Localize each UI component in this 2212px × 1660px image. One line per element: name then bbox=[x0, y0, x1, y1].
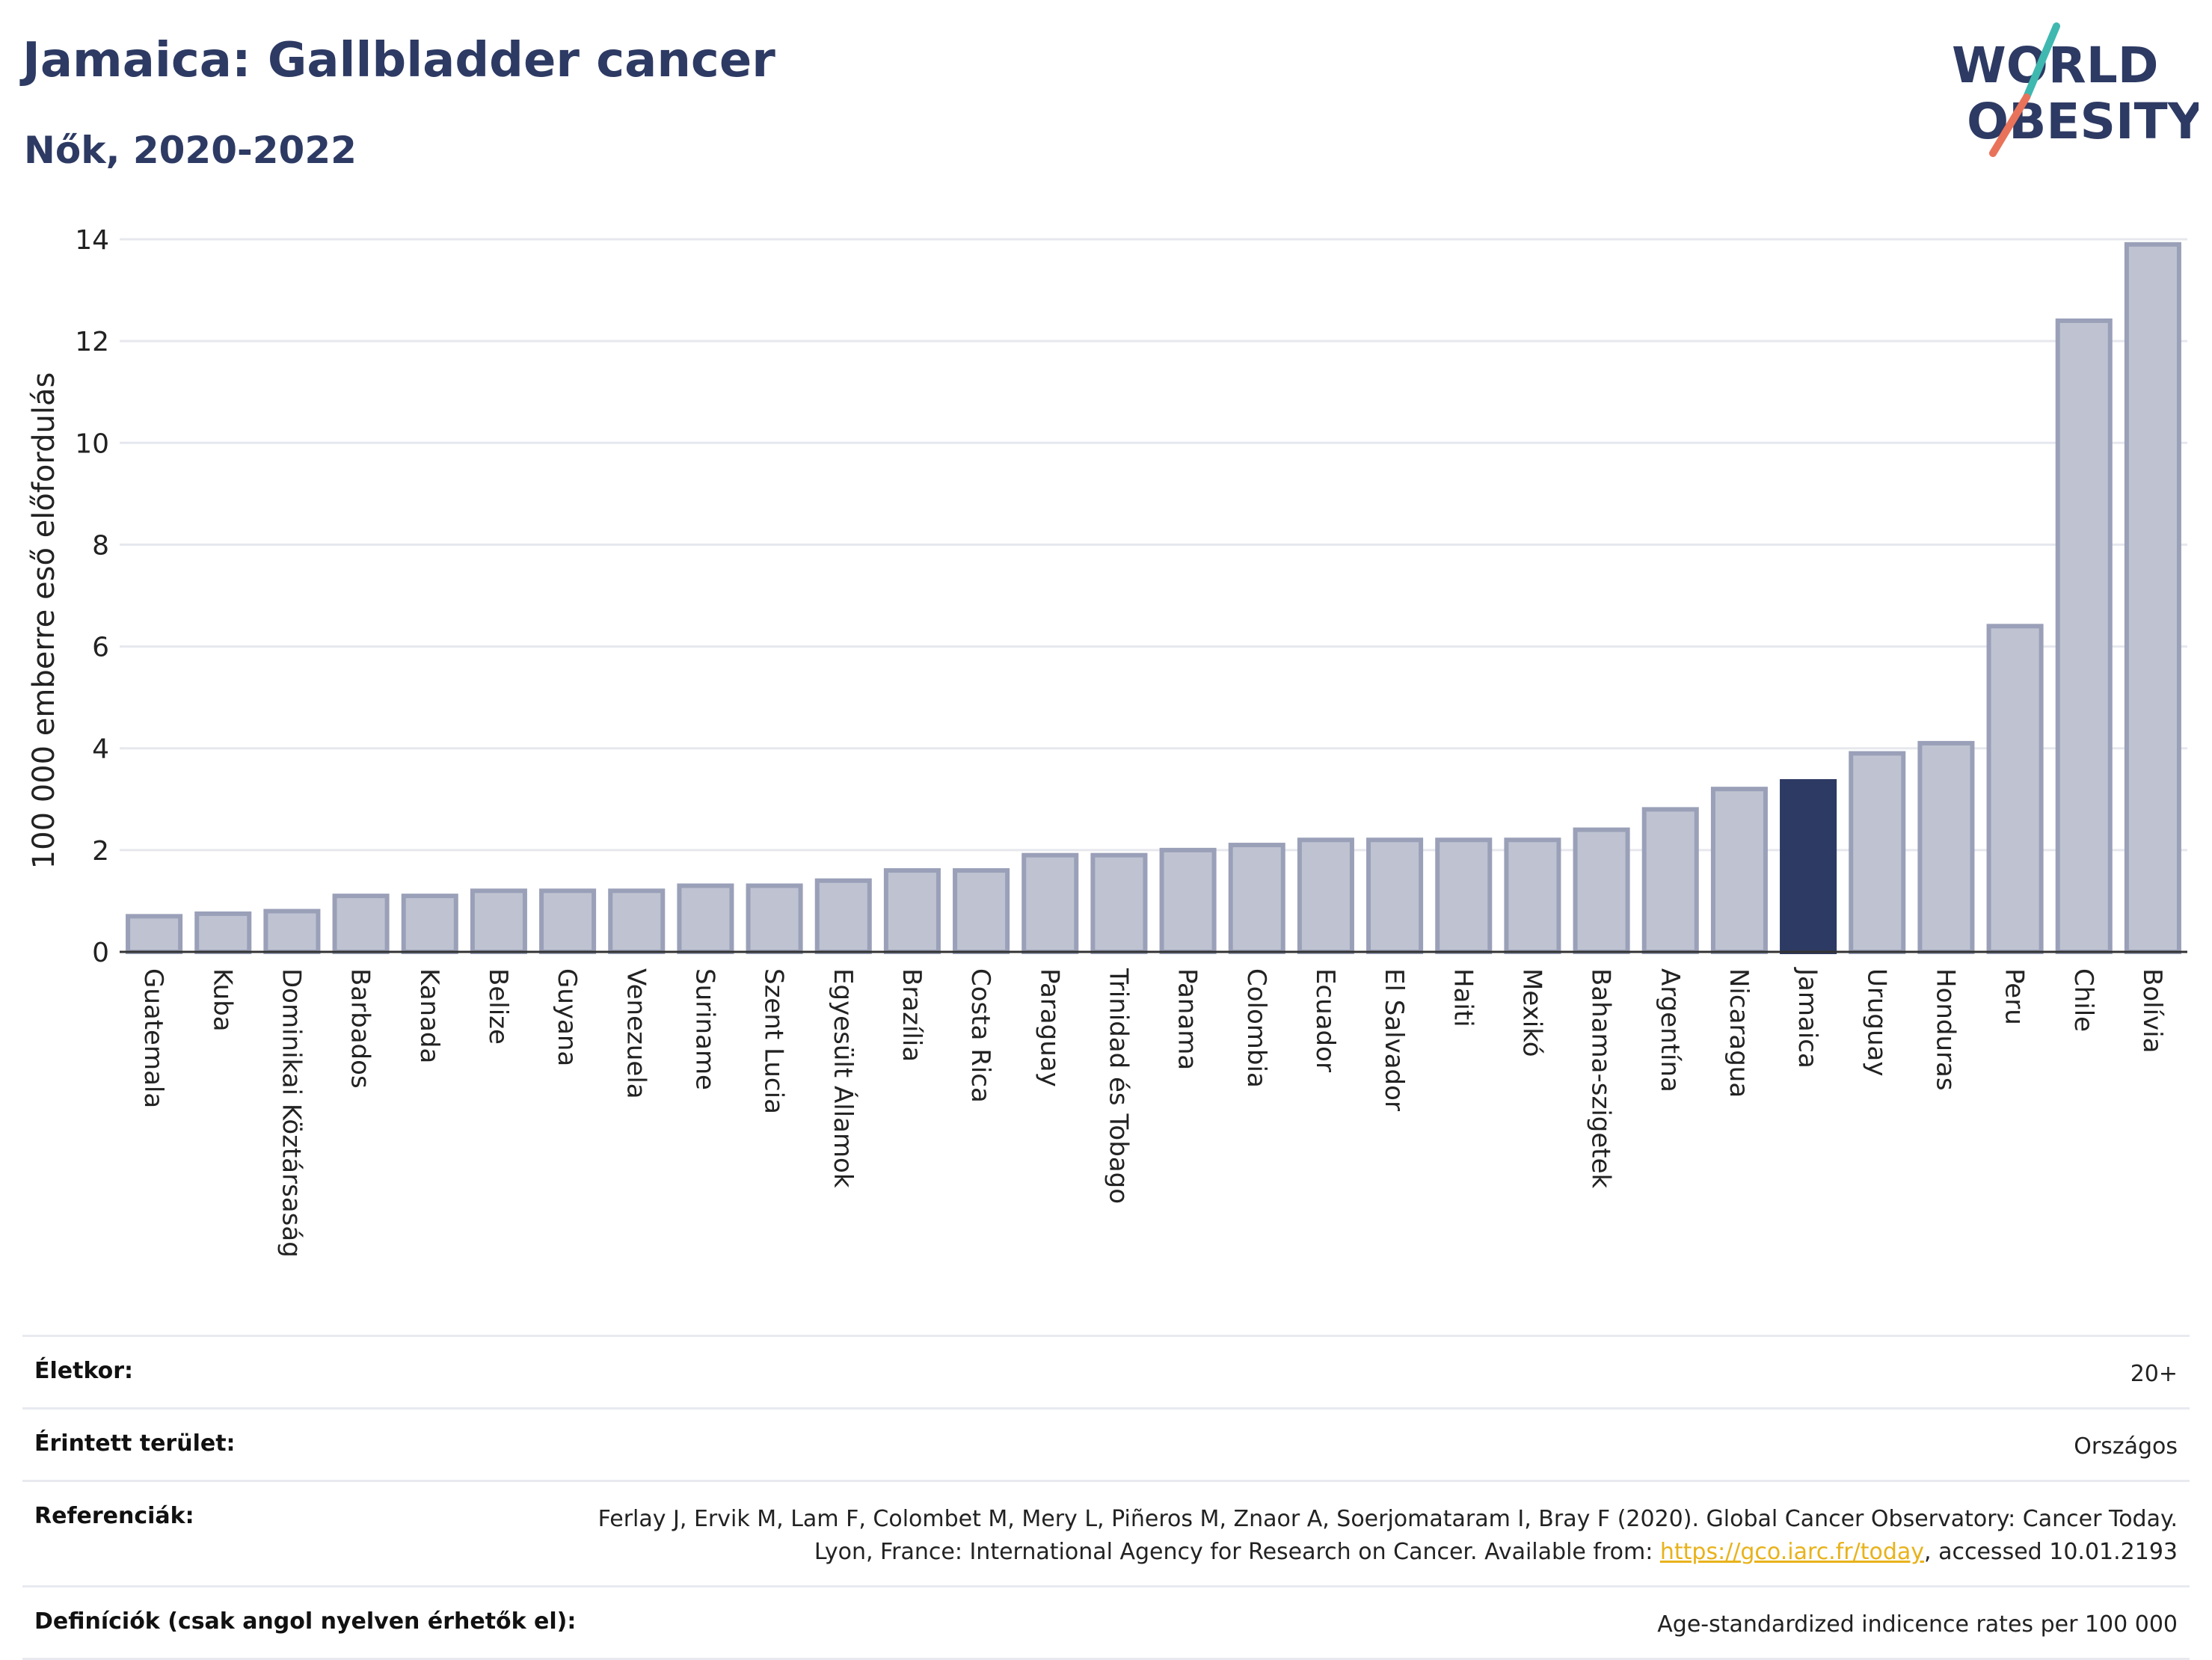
logo-line-2: OBESITY bbox=[1967, 93, 2199, 150]
world-obesity-logo: WORLD OBESITY bbox=[1952, 22, 2199, 157]
bar-honduras bbox=[1917, 740, 1975, 955]
bars bbox=[126, 242, 2181, 955]
definitions-value: Age-standardized indicence rates per 100… bbox=[1657, 1611, 2178, 1638]
bar-bolívia bbox=[2124, 242, 2181, 954]
x-tick-label: Belize bbox=[483, 968, 513, 1045]
x-tick-label: Suriname bbox=[689, 968, 719, 1090]
bar-panama bbox=[1159, 847, 1217, 955]
reference-accessed: , accessed 10.01.2193 bbox=[1924, 1539, 2178, 1565]
x-tick-label: Panama bbox=[1173, 968, 1202, 1070]
bar-chart: 0 2 4 6 8 10 12 14 Guatemala Kuba Dominikai Köztár… bbox=[27, 225, 2187, 1258]
definitions-label: Definíciók (csak angol nyelven érhetők e… bbox=[34, 1608, 577, 1635]
y-tick-label: 6 bbox=[92, 633, 109, 663]
x-tick-label: Costa Rica bbox=[965, 968, 995, 1103]
x-tick-label: Ecuador bbox=[1310, 968, 1340, 1072]
bar-uruguay bbox=[1849, 751, 1906, 954]
references-label: Referenciák: bbox=[34, 1503, 194, 1529]
area-value: Országos bbox=[2074, 1433, 2178, 1460]
age-value: 20+ bbox=[2130, 1361, 2178, 1387]
x-tick-label: Peru bbox=[2000, 968, 2030, 1025]
chart-subtitle: Nők, 2020-2022 bbox=[24, 129, 357, 172]
x-tick-label: Kuba bbox=[207, 968, 237, 1032]
x-tick-label: Mexikó bbox=[1517, 968, 1546, 1057]
bar-dominikai-köztársaság bbox=[263, 909, 321, 954]
x-tick-label: Colombia bbox=[1241, 968, 1271, 1088]
bar-el-salvador bbox=[1366, 837, 1424, 954]
axes: 0 2 4 6 8 10 12 14 Guatemala Kuba Dominikai Köztár… bbox=[75, 225, 2187, 1258]
x-tick-label: Venezuela bbox=[621, 968, 651, 1099]
bar-venezuela bbox=[608, 888, 666, 955]
reference-link[interactable]: https://gco.iarc.fr/today bbox=[1659, 1539, 1925, 1565]
bar-paraguay bbox=[1021, 852, 1079, 955]
bar-szent-lucia bbox=[746, 883, 803, 955]
bar-kanada bbox=[401, 894, 458, 955]
y-axis-label: 100 000 emberre eső előfordulás bbox=[27, 372, 61, 870]
x-tick-label: Guyana bbox=[552, 968, 582, 1066]
chart-title: Jamaica: Gallbladder cancer bbox=[22, 33, 775, 88]
x-tick-label: Argentína bbox=[1655, 968, 1685, 1092]
x-tick-label: Dominikai Köztársaság bbox=[276, 968, 306, 1258]
logo-slash-red bbox=[1989, 93, 2030, 157]
x-tick-label: Bolívia bbox=[2137, 968, 2167, 1053]
x-tick-label: Honduras bbox=[1930, 968, 1960, 1091]
y-tick-label: 2 bbox=[92, 836, 109, 867]
x-tick-label: Paraguay bbox=[1034, 968, 1064, 1087]
age-label: Életkor: bbox=[34, 1358, 134, 1384]
x-tick-label: Uruguay bbox=[1861, 968, 1891, 1077]
x-tick-label: El Salvador bbox=[1379, 968, 1409, 1111]
y-tick-label: 8 bbox=[92, 530, 109, 561]
x-tick-label: Barbados bbox=[345, 968, 375, 1089]
logo-slash-teal bbox=[2023, 22, 2060, 101]
info-row-age: Életkor: 20+ bbox=[22, 1335, 2190, 1407]
x-tick-label: Brazília bbox=[897, 968, 927, 1062]
references-value: Ferlay J, Ervik M, Lam F, Colombet M, Me… bbox=[570, 1503, 2178, 1569]
bar-haiti bbox=[1435, 837, 1493, 954]
x-tick-label: Kanada bbox=[414, 968, 444, 1063]
bar-chile bbox=[2055, 318, 2113, 954]
info-row-references: Referenciák: Ferlay J, Ervik M, Lam F, C… bbox=[22, 1480, 2190, 1585]
bar-ecuador bbox=[1297, 837, 1354, 954]
x-tick-label: Trinidad és Tobago bbox=[1103, 968, 1133, 1204]
bar-costa-rica bbox=[953, 868, 1010, 954]
x-tick-label: Bahama-szigetek bbox=[1586, 968, 1616, 1189]
y-tick-label: 14 bbox=[75, 225, 109, 256]
area-label: Érintett terület: bbox=[34, 1430, 236, 1457]
bar-brazília bbox=[883, 868, 941, 954]
bar-guatemala bbox=[126, 914, 183, 954]
y-tick-label: 0 bbox=[92, 938, 109, 968]
bar-suriname bbox=[677, 883, 734, 955]
bar-colombia bbox=[1228, 843, 1285, 955]
x-tick-label: Szent Lucia bbox=[759, 968, 789, 1114]
reference-text: Ferlay J, Ervik M, Lam F, Colombet M, Me… bbox=[597, 1506, 2178, 1565]
x-tick-label: Haiti bbox=[1448, 968, 1478, 1027]
bar-egyesült-államok bbox=[814, 878, 872, 954]
x-tick-label: Nicaragua bbox=[1724, 968, 1754, 1098]
bar-peru bbox=[1986, 624, 2044, 954]
x-tick-label: Jamaica bbox=[1792, 967, 1822, 1069]
bar-bahama-szigetek bbox=[1573, 827, 1630, 954]
bar-trinidad-és-tobago bbox=[1090, 852, 1148, 955]
y-tick-label: 4 bbox=[92, 734, 109, 765]
bar-barbados bbox=[332, 894, 390, 955]
x-tick-label: Guatemala bbox=[138, 968, 168, 1108]
bar-argentína bbox=[1641, 807, 1699, 955]
bar-nicaragua bbox=[1710, 787, 1768, 954]
bar-mexikó bbox=[1504, 837, 1561, 954]
x-tick-label: Chile bbox=[2068, 968, 2098, 1032]
y-tick-label: 10 bbox=[75, 428, 109, 459]
bar-guyana bbox=[539, 888, 597, 955]
info-row-area: Érintett terület: Országos bbox=[22, 1407, 2190, 1480]
x-tick-label: Egyesült Államok bbox=[828, 968, 858, 1188]
info-table: Életkor: 20+ Érintett terület: Országos … bbox=[22, 1335, 2190, 1660]
bar-jamaica bbox=[1780, 778, 1837, 954]
logo-line-1: WORLD bbox=[1952, 37, 2159, 94]
bar-belize bbox=[470, 888, 527, 955]
info-row-definitions: Definíciók (csak angol nyelven érhetők e… bbox=[22, 1585, 2190, 1660]
y-tick-label: 12 bbox=[75, 327, 109, 357]
bar-kuba bbox=[194, 911, 252, 954]
